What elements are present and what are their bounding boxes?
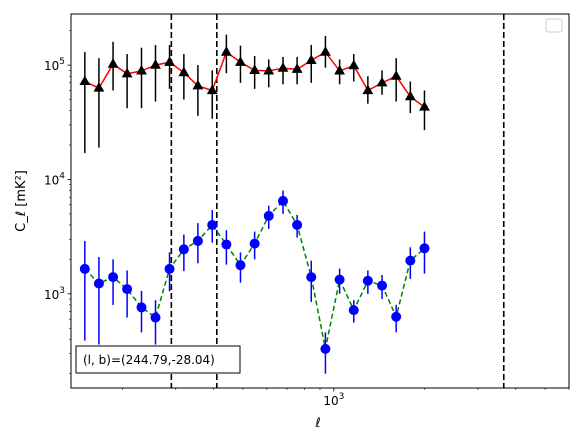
data-point-circle [79,263,90,274]
data-point-triangle [362,84,374,95]
data-point-circle [348,305,359,316]
data-point-triangle [305,54,317,64]
annotation-box: (l, b)=(244.79,-28.04) [75,345,241,374]
empty-legend-box [545,18,563,33]
data-point-circle [362,275,373,286]
data-point-circle [207,219,218,230]
data-point-circle [108,272,119,283]
vertical-reference-lines [170,14,505,388]
data-point-circle [221,239,232,250]
data-point-circle [150,312,161,323]
data-point-triangle [404,90,416,101]
data-point-circle [235,260,246,271]
data-point-triangle [249,64,261,74]
data-point-triangle [320,46,331,56]
data-point-circle [178,244,189,255]
data-point-triangle [348,59,360,70]
data-point-circle [93,278,104,289]
data-point-circle [391,311,402,322]
data-point-triangle [206,84,218,95]
data-point-circle [419,243,430,254]
data-point-circle [334,274,345,285]
annotation-text: (l, b)=(244.79,-28.04) [83,353,215,367]
data-point-circle [192,235,203,246]
data-point-triangle [376,76,388,87]
data-point-triangle [79,75,91,86]
data-series [79,34,430,374]
x-axis-label: ℓ [314,416,320,431]
data-point-circle [249,238,260,249]
data-point-triangle [263,64,275,75]
series-1 [79,34,430,154]
data-point-triangle [121,67,133,78]
series-2 [79,190,430,374]
data-point-circle [377,280,388,291]
data-point-circle [292,219,303,230]
data-point-triangle [334,64,346,75]
data-point-triangle [107,58,119,68]
data-point-triangle [291,63,303,73]
data-point-triangle [150,59,161,69]
data-point-triangle [390,70,402,80]
data-point-circle [306,272,317,283]
data-point-triangle [192,79,204,90]
data-point-circle [122,284,133,295]
data-point-circle [263,210,274,221]
annotation-frame [75,345,241,374]
data-point-circle [320,343,331,354]
y-axis-label: C_ℓ [mK²] [14,170,29,232]
data-point-triangle [220,46,232,56]
data-point-triangle [178,66,190,77]
data-point-triangle [164,56,175,66]
data-point-circle [136,302,147,313]
data-point-triangle [277,62,289,72]
plot-frame [70,13,570,389]
data-point-triangle [235,56,246,66]
data-point-triangle [136,64,147,75]
data-point-circle [405,255,416,266]
data-point-circle [278,195,289,206]
data-point-triangle [419,101,430,111]
data-point-circle [164,263,175,274]
data-point-triangle [93,82,105,92]
